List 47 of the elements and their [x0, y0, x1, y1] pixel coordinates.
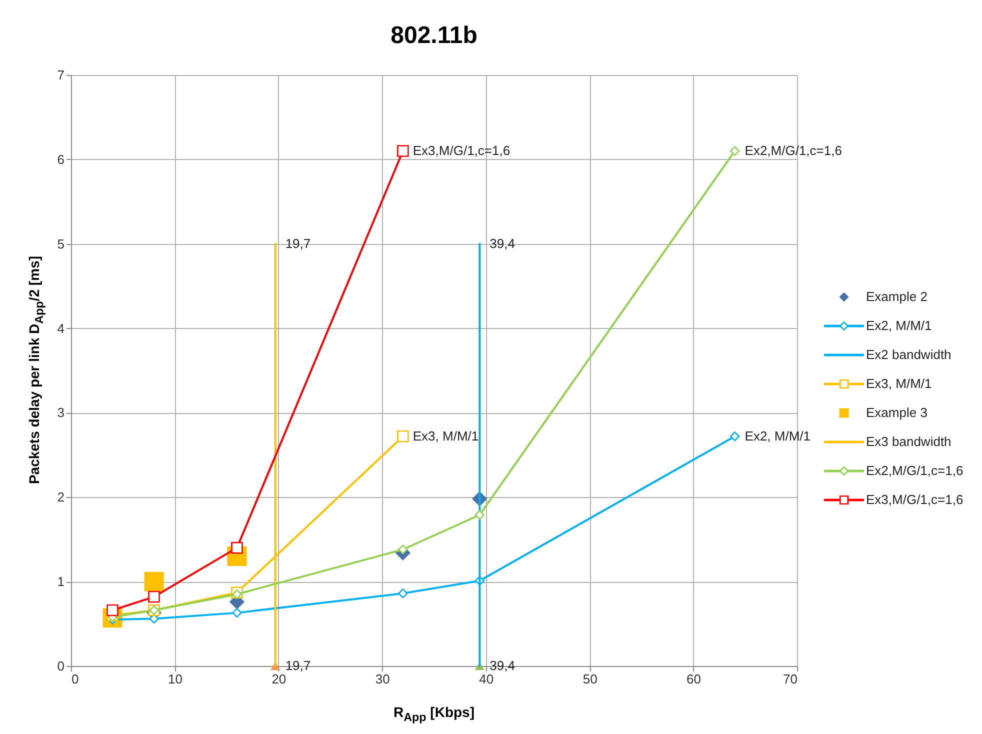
point	[398, 544, 408, 554]
point	[144, 572, 164, 592]
point	[396, 430, 409, 442]
annotation: Ex3,M/G/1,c=1,6	[412, 142, 510, 158]
annotation: Ex2,M/G/1,c=1,6	[744, 142, 842, 158]
y-tick-label: 4	[57, 320, 64, 336]
point	[474, 510, 484, 520]
legend-label: Ex2, M/M/1	[866, 318, 932, 333]
point	[730, 146, 740, 156]
x-tick-label: 0	[72, 672, 79, 686]
y-tick-label: 5	[57, 236, 64, 252]
x-axis-title: R$_{App}$ [Kbps]	[393, 704, 475, 724]
x-tick-label: 30	[375, 672, 390, 686]
legend-label: Ex3, M/M/1	[866, 376, 932, 391]
point	[232, 608, 242, 618]
x-tick-label: 50	[582, 672, 598, 686]
legend-label: Ex3 bandwidth	[866, 434, 952, 449]
chart-title: 802.11b	[390, 22, 478, 50]
annotation: 19,7	[285, 658, 311, 673]
x-tick-label: 60	[686, 672, 702, 686]
y-tick-label: 6	[57, 152, 64, 167]
point	[396, 145, 409, 157]
y-tick-label: 1	[57, 574, 64, 590]
point	[398, 588, 408, 598]
y-tick-label: 3	[57, 405, 64, 420]
point	[106, 604, 118, 616]
point	[730, 432, 740, 442]
legend-label: Ex2 bandwidth	[866, 347, 952, 362]
legend-label: Example 2	[866, 289, 928, 304]
legend-label: Example 3	[866, 405, 928, 420]
y-tick-label: 7	[57, 68, 64, 82]
x-tick-label: 10	[168, 672, 182, 686]
legend-label: Ex2,M/G/1,c=1,6	[866, 463, 964, 478]
annotation: 19,7	[285, 236, 311, 251]
annotation: 39,4	[490, 236, 515, 251]
legend-label: Ex3,M/G/1,c=1,6	[866, 492, 964, 507]
point	[148, 590, 160, 603]
point	[232, 589, 242, 600]
annotation: Ex2, M/M/1	[744, 428, 811, 444]
y-tick-label: 2	[57, 490, 64, 505]
x-tick-label: 20	[272, 672, 286, 686]
x-tick-label: 70	[783, 672, 798, 686]
y-tick-label: 0	[57, 658, 64, 674]
annotation: 39,4	[490, 658, 515, 673]
x-tick-label: 40	[479, 672, 494, 686]
point	[231, 542, 243, 554]
annotation: Ex3, M/M/1	[412, 428, 479, 444]
